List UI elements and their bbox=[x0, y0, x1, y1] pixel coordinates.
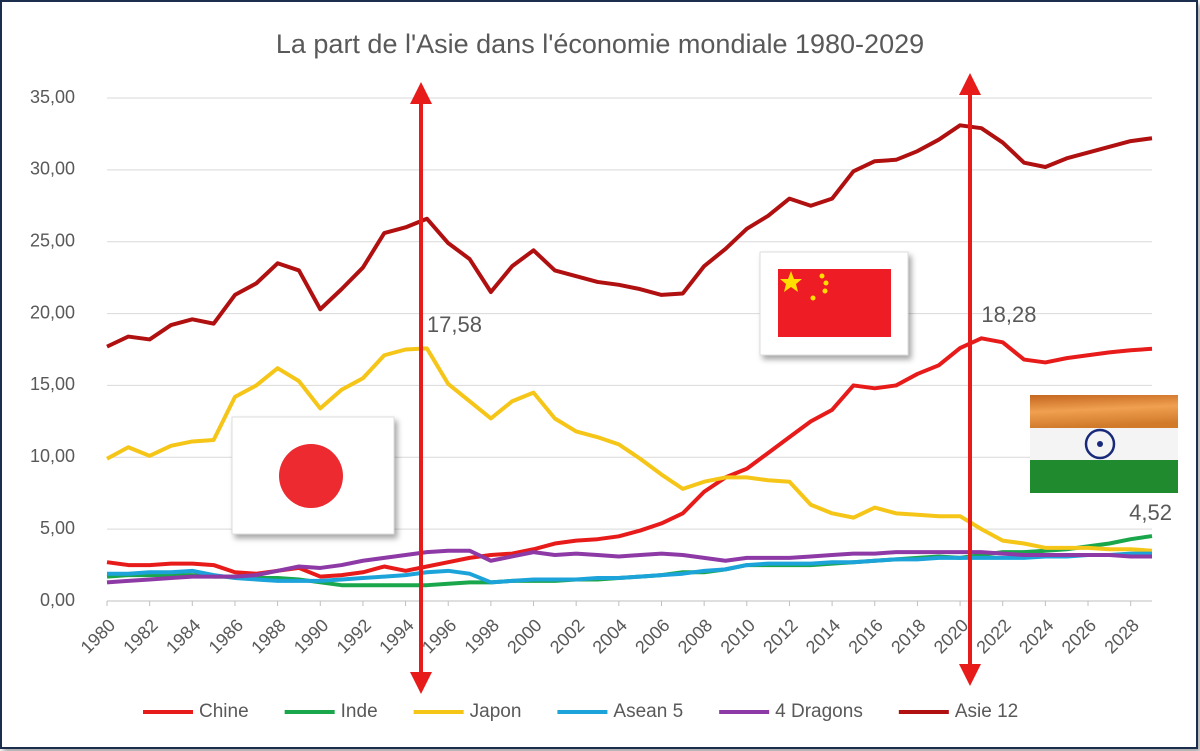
india-flag bbox=[1030, 395, 1178, 493]
chart-title: La part de l'Asie dans l'économie mondia… bbox=[276, 29, 924, 59]
legend: Chine Inde Japon Asean 5 4 Dragons Asie 12 bbox=[143, 701, 1018, 722]
legend-label: Chine bbox=[199, 701, 249, 722]
y-tick-label: 35,00 bbox=[30, 87, 75, 107]
y-tick-label: 25,00 bbox=[30, 230, 75, 250]
series-line bbox=[106, 346, 1153, 553]
legend-label: Asean 5 bbox=[613, 701, 683, 722]
y-tick-label: 20,00 bbox=[30, 302, 75, 322]
y-tick-label: 10,00 bbox=[30, 446, 75, 466]
value-label: 17,58 bbox=[427, 312, 482, 337]
china-flag bbox=[759, 251, 909, 356]
series-line bbox=[106, 123, 1153, 349]
value-label: 18,28 bbox=[981, 302, 1036, 327]
y-tick-label: 30,00 bbox=[30, 159, 75, 179]
japan-flag bbox=[231, 416, 395, 535]
lines: 18,28 4,52 17,58 bbox=[106, 123, 1172, 588]
legend-label: Asie 12 bbox=[955, 701, 1018, 722]
legend-label: Inde bbox=[341, 701, 378, 722]
legend-label: Japon bbox=[470, 701, 522, 722]
value-label: 4,52 bbox=[1129, 500, 1172, 525]
y-tick-label: 15,00 bbox=[30, 374, 75, 394]
series-line bbox=[106, 548, 1152, 585]
legend-label: 4 Dragons bbox=[775, 701, 863, 722]
series-line bbox=[107, 551, 1152, 585]
y-tick-label: 5,00 bbox=[40, 518, 75, 538]
y-tick-label: 0,00 bbox=[40, 590, 75, 610]
arrows bbox=[410, 73, 981, 694]
